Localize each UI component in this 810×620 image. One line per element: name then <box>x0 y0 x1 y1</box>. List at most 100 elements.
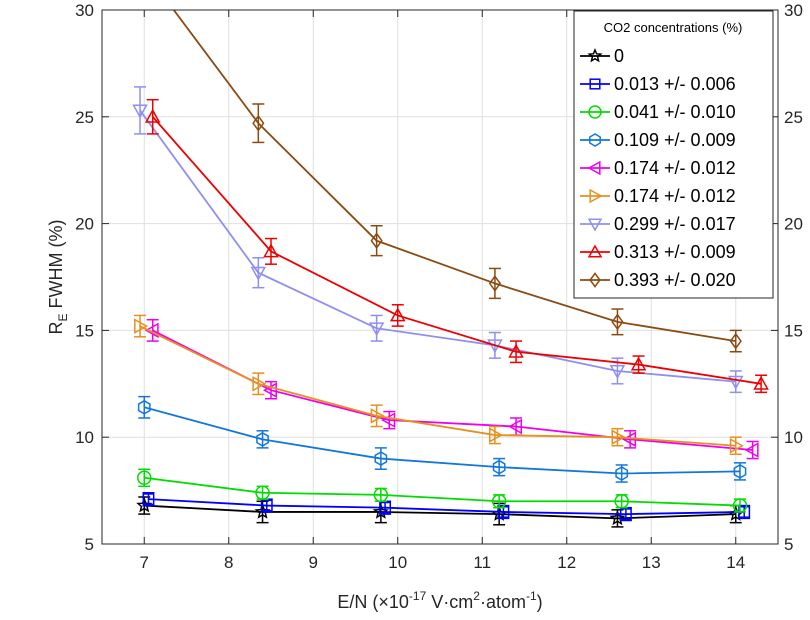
x-tick-label-5: 12 <box>557 553 576 572</box>
data-point-5-1 <box>252 376 267 392</box>
series-5 <box>134 314 744 456</box>
legend-item-0: 0 <box>580 46 624 66</box>
legend-label-2: 0.041 +/- 0.010 <box>614 102 736 122</box>
data-point-1-0 <box>142 493 155 506</box>
plot-frame <box>101 9 779 545</box>
legend-label-3: 0.109 +/- 0.009 <box>614 130 736 150</box>
x-tick-label-2: 9 <box>309 553 318 572</box>
x-axis-label-close: ) <box>537 592 543 612</box>
y-tick-label-right-3: 20 <box>784 215 803 234</box>
legend-marker-0 <box>587 48 603 63</box>
y-tick-label-right-2: 15 <box>784 321 803 340</box>
x-tick-label-7: 14 <box>726 553 745 572</box>
data-point-6-4 <box>609 365 626 380</box>
x-tick-label-0: 7 <box>140 553 149 572</box>
data-point-6-1 <box>250 266 267 281</box>
data-point-5-5 <box>729 437 744 454</box>
legend-label-0: 0 <box>614 46 624 66</box>
data-point-5-2 <box>370 408 385 424</box>
data-point-8-3 <box>488 274 502 292</box>
series-2 <box>137 468 748 513</box>
x-axis-label-sq: 2 <box>473 589 480 603</box>
legend-item-2: 0.041 +/- 0.010 <box>580 102 736 122</box>
data-point-3-1 <box>256 431 269 447</box>
data-point-5-3 <box>488 427 503 443</box>
y-tick-label-left-1: 10 <box>75 428 94 447</box>
legend-label-6: 0.299 +/- 0.017 <box>614 214 736 234</box>
x-axis-label-exp2: -1 <box>526 589 537 603</box>
legend-item-8: 0.393 +/- 0.020 <box>580 270 736 290</box>
legend-label-8: 0.393 +/- 0.020 <box>614 270 736 290</box>
legend-marker-4 <box>587 160 601 176</box>
legend-marker-1 <box>589 78 601 90</box>
y-axis-label-main: R <box>46 322 66 335</box>
data-point-3-2 <box>374 451 388 466</box>
legend: CO2 concentrations (%) 0 0.013 +/- 0.006 0… <box>573 10 774 299</box>
data-point-4-5 <box>744 442 759 458</box>
data-point-1-1 <box>260 499 273 512</box>
legend-item-1: 0.013 +/- 0.006 <box>580 74 736 94</box>
data-point-2-3 <box>491 494 507 509</box>
series-7 <box>144 98 769 394</box>
data-point-7-1 <box>263 243 279 258</box>
data-point-2-2 <box>373 487 389 503</box>
legend-marker-7 <box>587 244 603 258</box>
legend-marker-6 <box>587 218 603 232</box>
y-tick-label-left-5: 30 <box>75 1 94 20</box>
series-line-2 <box>144 476 741 507</box>
data-point-8-2 <box>370 232 383 250</box>
series-line-0 <box>144 504 736 520</box>
legend-item-7: 0.313 +/- 0.009 <box>580 242 736 262</box>
legend-marker-8 <box>589 272 601 288</box>
x-axis-label-exp: -17 <box>409 589 427 603</box>
x-axis-label-unit2: ·atom <box>480 592 526 612</box>
data-point-0-4 <box>609 509 626 526</box>
data-point-3-5 <box>733 464 747 479</box>
data-point-5-0 <box>134 318 149 334</box>
series-layer <box>132 10 769 528</box>
series-line-8 <box>172 10 736 342</box>
y-tick-label-left-2: 15 <box>75 321 94 340</box>
data-point-3-0 <box>137 399 151 415</box>
legend-marker-2 <box>588 105 602 119</box>
y-tick-label-left-4: 25 <box>75 108 94 127</box>
data-point-6-0 <box>132 104 148 119</box>
data-point-8-4 <box>611 313 624 331</box>
ticks: 7 8 9 10 11 12 13 14 5 5 10 10 15 15 20 20 25 25 30 30 <box>75 1 803 572</box>
x-tick-label-6: 13 <box>642 553 661 572</box>
series-line-5 <box>139 325 736 447</box>
data-point-4-2 <box>381 412 396 428</box>
data-point-7-4 <box>630 356 647 371</box>
legend-item-6: 0.299 +/- 0.017 <box>580 214 736 234</box>
data-point-8-5 <box>729 332 742 350</box>
y-axis-label: RE FWHM (%) <box>46 220 70 335</box>
data-point-2-4 <box>614 494 629 509</box>
legend-title: CO2 concentrations (%) <box>604 20 743 35</box>
legend-item-4: 0.174 +/- 0.012 <box>580 158 736 178</box>
data-point-7-3 <box>508 343 524 358</box>
series-8 <box>172 10 742 353</box>
data-point-2-1 <box>255 485 270 500</box>
x-tick-label-4: 11 <box>473 553 491 572</box>
y-tick-label-right-1: 10 <box>784 428 803 447</box>
data-point-7-0 <box>144 108 161 123</box>
legend-label-1: 0.013 +/- 0.006 <box>614 74 736 94</box>
data-point-2-5 <box>732 498 748 513</box>
data-point-1-2 <box>379 501 392 514</box>
data-point-3-4 <box>615 466 629 481</box>
legend-item-5: 0.174 +/- 0.012 <box>580 186 736 206</box>
data-point-6-2 <box>368 322 385 337</box>
legend-box <box>573 10 774 299</box>
y-tick-label-right-0: 5 <box>784 535 793 554</box>
legend-marker-3 <box>589 133 601 147</box>
series-1 <box>142 491 751 522</box>
data-point-5-4 <box>611 429 626 445</box>
x-axis-label-unit1: V·cm <box>426 592 473 612</box>
x-axis-label-times: ×10 <box>378 592 409 612</box>
y-axis-label-sub: E <box>56 313 70 321</box>
data-point-2-0 <box>137 470 152 486</box>
series-line-7 <box>152 116 762 385</box>
y-tick-label-left-3: 20 <box>75 215 94 234</box>
x-tick-label-3: 10 <box>388 553 407 572</box>
